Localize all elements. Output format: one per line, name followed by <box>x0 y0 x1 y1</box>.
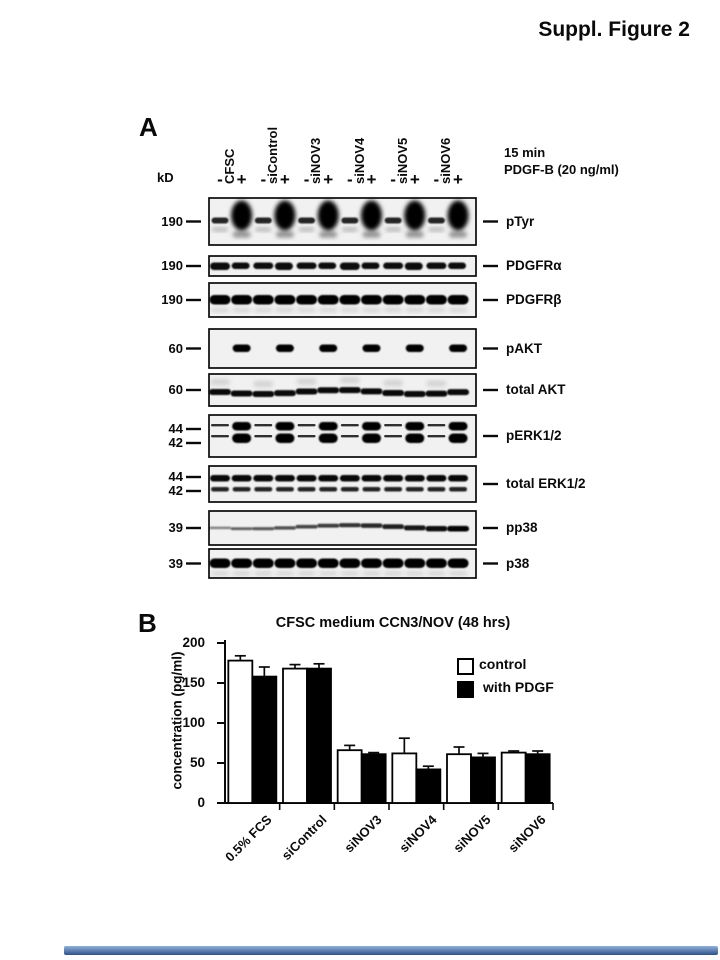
lane-sign: - <box>217 170 223 189</box>
kd-label: 39 <box>168 555 183 571</box>
lane-sign: + <box>453 170 463 189</box>
blot-row-label: PDGFRα <box>506 258 562 273</box>
lane-sign: - <box>390 170 396 189</box>
lane-sign: - <box>260 170 267 189</box>
legend-label-with-pdgf: with PDGF <box>483 679 554 695</box>
y-tick-label: 150 <box>182 675 205 690</box>
lane-sign: - <box>346 170 353 189</box>
lane-sign: - <box>303 170 310 189</box>
kd-label: 39 <box>168 520 183 535</box>
blot-row-label: total ERK1/2 <box>506 476 586 491</box>
kd-label: 190 <box>161 213 183 229</box>
legend-label-control: control <box>479 656 527 672</box>
kd-label: 42 <box>168 483 183 498</box>
kd-label: 44 <box>168 421 183 436</box>
panel-a-label: A <box>139 112 158 142</box>
blot-row-label: pAKT <box>506 340 542 356</box>
blot-row-label: p38 <box>506 555 530 571</box>
kd-label: 190 <box>161 292 183 307</box>
blot-row-label: pTyr <box>506 213 535 229</box>
y-tick-label: 50 <box>189 755 205 770</box>
lane-sign: - <box>433 170 440 189</box>
chart-title: CFSC medium CCN3/NOV (48 hrs) <box>275 615 511 631</box>
kd-label: 60 <box>168 340 183 356</box>
footer-accent-bar <box>64 946 718 955</box>
lane-sign: + <box>409 170 420 189</box>
blot-row-label: pp38 <box>506 520 538 535</box>
page-title: Suppl. Figure 2 <box>538 18 690 41</box>
legend-swatch-control <box>457 658 474 675</box>
kd-label: 60 <box>168 382 183 397</box>
kd-label: 44 <box>168 469 183 484</box>
lane-sign: + <box>366 170 377 189</box>
western-blot-panel <box>186 197 498 579</box>
blot-row-label: PDGFRβ <box>506 292 562 307</box>
blot-row-label: total AKT <box>506 382 566 397</box>
stimulus-compound: PDGF-B (20 ng/ml) <box>504 162 619 177</box>
kd-label: 190 <box>161 258 183 273</box>
y-tick-label: 100 <box>182 715 205 730</box>
lane-sign: + <box>323 170 334 189</box>
y-tick-label: 200 <box>182 635 205 650</box>
legend-swatch-with-pdgf <box>457 681 474 698</box>
kd-label: 42 <box>168 435 183 450</box>
blot-row-label: pERK1/2 <box>506 428 562 443</box>
lane-sign: + <box>236 170 247 189</box>
stimulus-duration: 15 min <box>504 145 546 160</box>
panel-b-label: B <box>138 608 157 638</box>
lane-sign: + <box>279 170 290 189</box>
kd-axis-label: kD <box>157 170 174 185</box>
y-tick-label: 0 <box>197 795 205 810</box>
